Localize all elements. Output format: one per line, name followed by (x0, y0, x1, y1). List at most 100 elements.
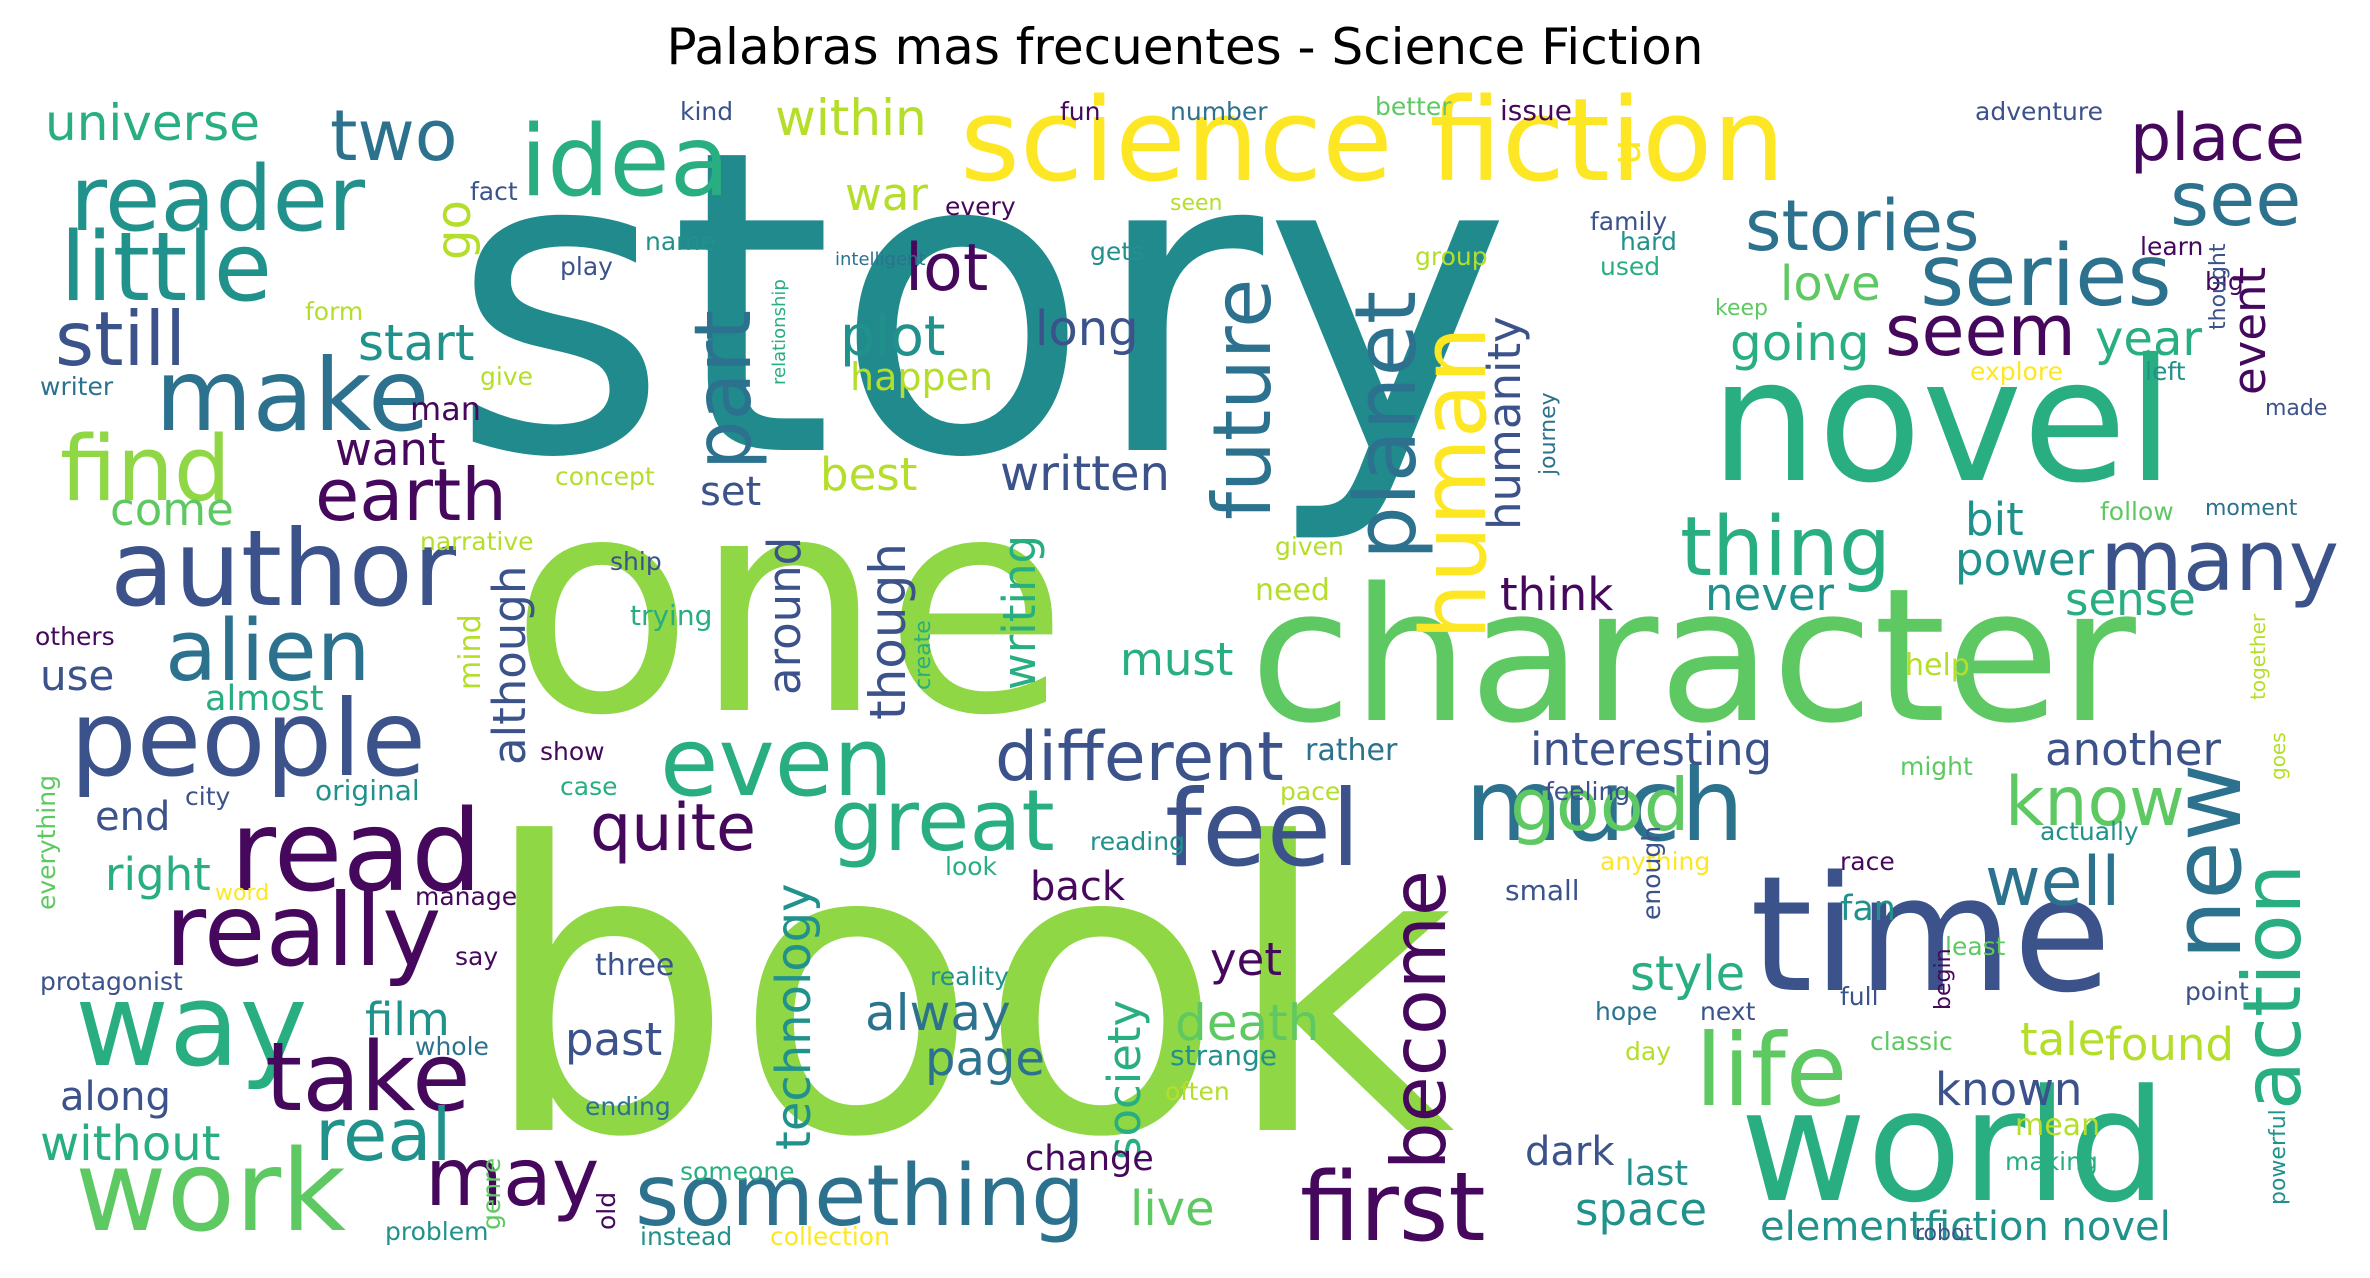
word-change: change (1025, 1139, 1154, 1179)
word-although: although (483, 566, 536, 765)
word-start: start (358, 314, 474, 372)
word-ending: ending (585, 1092, 671, 1121)
word-style: style (1630, 946, 1745, 1002)
word-feel: feel (1165, 768, 1360, 890)
word-place: place (2130, 101, 2305, 176)
word-alien: alien (165, 602, 371, 701)
word-fiction-novel: fiction novel (1925, 1204, 2171, 1250)
word-alway: alway (865, 984, 1011, 1042)
word-war: war (845, 168, 928, 221)
word-case: case (560, 772, 617, 801)
word-different: different (995, 718, 1284, 797)
word-must: must (1120, 633, 1233, 686)
word-science-fiction: science fiction (960, 74, 1785, 208)
word-fact: fact (470, 177, 518, 206)
word-original: original (315, 774, 420, 807)
word-next: next (1700, 997, 1756, 1026)
word-reader: reader (70, 147, 365, 252)
word-classic: classic (1870, 1027, 1953, 1056)
word-thought: thought (2206, 243, 2231, 330)
word-way: way (75, 959, 308, 1093)
word-page: page (925, 1031, 1045, 1087)
word-keep: keep (1715, 296, 1768, 321)
word-issue: issue (1500, 94, 1572, 127)
word-life: life (1695, 1012, 1847, 1129)
word-manage: manage (415, 882, 517, 911)
word-least: least (1945, 932, 2006, 961)
word-something: something (635, 1147, 1085, 1246)
word-well: well (1985, 843, 2120, 922)
word-take: take (265, 1023, 471, 1133)
word-fan: fan (1840, 889, 1896, 929)
word-might: might (1900, 752, 1973, 781)
word-use: use (40, 651, 114, 700)
word-used: used (1600, 252, 1660, 281)
word-point: point (2185, 977, 2249, 1006)
word-event: event (2223, 267, 2276, 395)
word-make: make (155, 337, 430, 454)
word-yet: yet (1210, 933, 1282, 986)
word-man: man (410, 390, 481, 428)
word-anything: anything (1600, 847, 1710, 876)
word-enough: enough (1637, 826, 1666, 920)
word-element: element (1760, 1204, 1925, 1250)
word-author: author (110, 508, 457, 630)
word-concept: concept (555, 462, 655, 491)
word-part: part (679, 310, 769, 470)
word-earth: earth (315, 453, 507, 537)
word-protagonist: protagonist (40, 967, 183, 996)
word-moment: moment (2205, 496, 2298, 521)
word-known: known (1935, 1063, 2082, 1116)
word-future: future (1196, 279, 1289, 520)
word-old: old (592, 1192, 621, 1230)
word-seen: seen (1170, 191, 1222, 216)
word-tale: tale (2020, 1013, 2105, 1066)
word-space: space (1575, 1183, 1707, 1236)
word-book: book (480, 760, 1455, 1225)
word-often: often (1165, 1077, 1230, 1106)
word-big: big (2205, 267, 2244, 296)
word-may: may (425, 1131, 599, 1224)
word-say: say (455, 942, 498, 971)
word-made: made (2265, 396, 2327, 421)
word-best: best (820, 448, 917, 501)
word-give: give (480, 362, 533, 391)
word-still: still (55, 295, 186, 383)
word-writer: writer (40, 372, 114, 401)
word-last: last (1625, 1154, 1688, 1194)
word-adventure: adventure (1975, 97, 2103, 126)
word-feeling: feeling (1545, 777, 1630, 806)
word-power: power (1955, 533, 2095, 586)
word-year: year (2095, 311, 2202, 367)
word-city: city (185, 782, 230, 811)
word-want: want (335, 423, 446, 476)
word-world: world (1740, 1056, 2167, 1237)
word-go: go (426, 200, 482, 260)
word-love: love (1780, 256, 1881, 312)
word-plot: plot (840, 304, 945, 368)
word-within: within (775, 89, 927, 147)
word-interesting: interesting (1530, 723, 1772, 776)
word-journey: journey (1536, 392, 1561, 476)
word-group: group (1415, 242, 1488, 271)
word-humanity: humanity (1478, 316, 1531, 530)
word-learn: learn (2140, 232, 2203, 261)
word-two: two (330, 95, 458, 177)
word-word: word (215, 881, 269, 906)
word-never: never (1705, 568, 1835, 621)
word-people: people (70, 678, 426, 800)
word-three: three (595, 948, 674, 983)
word-know: know (2005, 763, 2185, 842)
word-dark: dark (1525, 1129, 1615, 1175)
word-hard: hard (1620, 227, 1677, 256)
word-first: first (1300, 1153, 1486, 1263)
word-great: great (830, 772, 1055, 871)
word-lot: lot (905, 231, 988, 306)
word-trying: trying (630, 599, 712, 632)
wordcloud-title: Palabras mas frecuentes - Science Fictio… (666, 18, 1704, 76)
word-relationship: relationship (769, 279, 790, 385)
word-one: one (510, 432, 1068, 781)
word-whole: whole (415, 1032, 489, 1061)
word-better: better (1375, 92, 1452, 121)
